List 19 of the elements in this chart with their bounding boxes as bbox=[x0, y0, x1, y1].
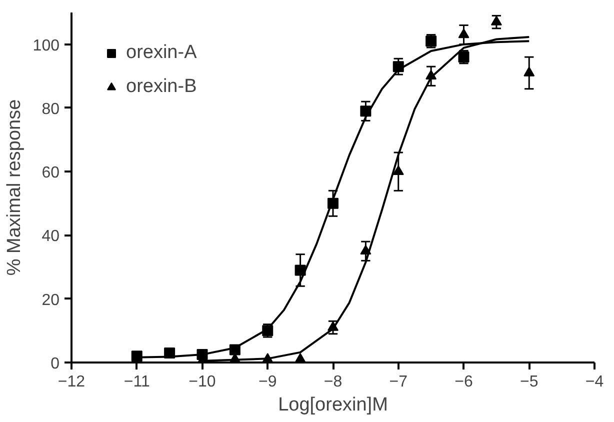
x-tick-label: −12 bbox=[58, 374, 86, 390]
x-tick-label: −4 bbox=[585, 374, 604, 390]
x-tick-label: −11 bbox=[124, 374, 150, 390]
y-tick-label: 60 bbox=[42, 164, 60, 182]
x-tick-label: −5 bbox=[520, 374, 538, 390]
x-tick-label: −8 bbox=[324, 374, 342, 390]
y-tick-label: 80 bbox=[42, 100, 60, 118]
y-tick-label: 100 bbox=[32, 37, 60, 54]
x-tick-label: −6 bbox=[454, 374, 473, 390]
y-tick-label: 40 bbox=[42, 228, 60, 246]
y-tick-label: 0 bbox=[50, 356, 60, 372]
y-axis-title: % Maximal response bbox=[4, 99, 25, 276]
legend-label: orexin-B bbox=[126, 76, 197, 98]
x-tick-label: −10 bbox=[188, 374, 216, 390]
x-tick-label: −7 bbox=[389, 374, 408, 390]
x-tick-label: −9 bbox=[258, 374, 277, 390]
y-tick-label: 20 bbox=[42, 292, 60, 309]
legend-label: orexin-A bbox=[126, 42, 197, 64]
x-axis-title: Log[orexin]M bbox=[278, 394, 388, 416]
